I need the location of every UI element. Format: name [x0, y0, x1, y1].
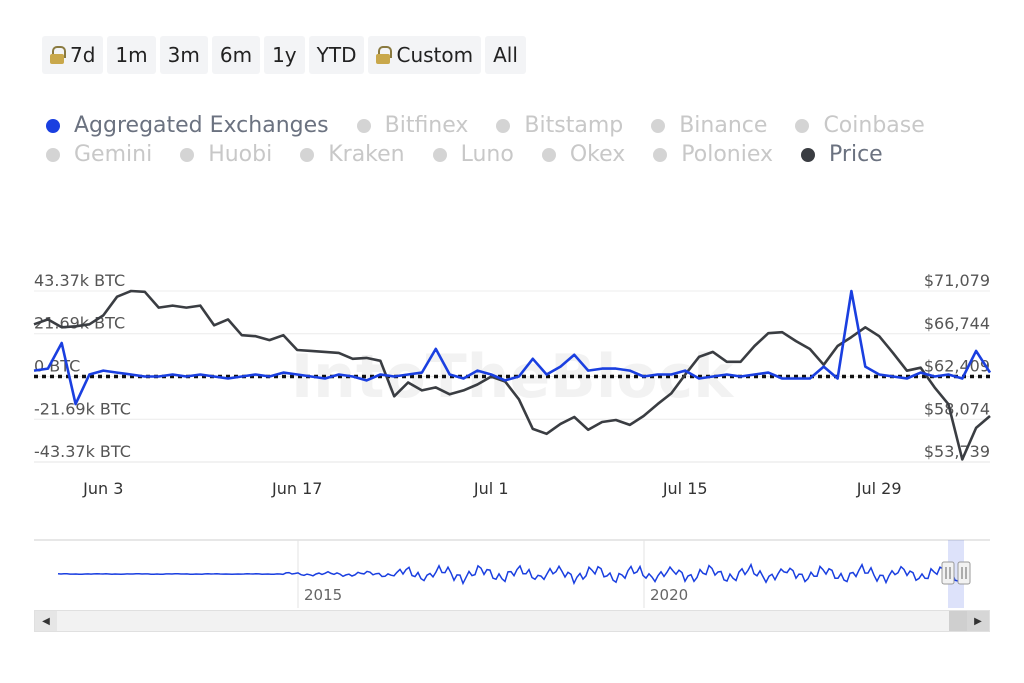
legend-label: Bitfinex	[384, 113, 469, 138]
legend-dot-icon	[795, 118, 810, 133]
left-tick-label: 21.69k BTC	[34, 314, 125, 333]
legend-item-gemini[interactable]: Gemini	[46, 142, 152, 167]
lock-icon	[50, 46, 66, 64]
right-tick-label: $58,074	[924, 399, 990, 418]
left-tick-label: -21.69k BTC	[34, 399, 131, 418]
navigator-scrollbar[interactable]: ◀ ▶	[34, 610, 990, 632]
legend-label: Aggregated Exchanges	[74, 113, 329, 138]
navigator-handle-right[interactable]	[957, 561, 971, 585]
legend-dot-icon	[46, 118, 60, 133]
x-axis: Jun 3 Jun 17 Jul 1 Jul 15 Jul 29	[34, 461, 990, 498]
range-button-label: All	[493, 43, 518, 67]
range-button-label: Custom	[396, 43, 474, 67]
legend-item-kraken[interactable]: Kraken	[300, 142, 405, 167]
range-button-label: 3m	[167, 43, 200, 67]
legend-dot-icon	[801, 147, 816, 162]
legend-dot-icon	[300, 147, 315, 162]
x-tick-label: Jun 17	[271, 479, 322, 498]
range-button-3m[interactable]: 3m	[159, 36, 208, 74]
legend-item-binance[interactable]: Binance	[651, 113, 767, 138]
right-tick-label: $66,744	[924, 314, 990, 333]
legend-label: Coinbase	[823, 113, 925, 138]
left-tick-label: 0 BTC	[34, 357, 80, 376]
legend-label: Binance	[679, 113, 768, 138]
legend-dot-icon	[651, 118, 666, 133]
legend-item-price[interactable]: Price	[801, 142, 883, 167]
legend-label: Poloniex	[681, 142, 774, 167]
legend-dot-icon	[496, 118, 511, 133]
legend-dot-icon	[46, 147, 60, 162]
legend-item-coinbase[interactable]: Coinbase	[795, 113, 925, 138]
legend-item-okex[interactable]: Okex	[541, 142, 626, 167]
navigator-handle-left[interactable]	[941, 561, 955, 585]
chart-legend: Aggregated Exchanges Bitfinex Bitstamp Bina…	[46, 113, 946, 167]
right-tick-label: $62,409	[924, 357, 990, 376]
navigator-selected-range[interactable]	[948, 540, 964, 608]
legend-label: Bitstamp	[524, 113, 624, 138]
legend-item-poloniex[interactable]: Poloniex	[653, 142, 773, 167]
lock-icon	[376, 46, 393, 64]
legend-item-bitstamp[interactable]: Bitstamp	[496, 113, 623, 138]
legend-item-huobi[interactable]: Huobi	[180, 142, 272, 167]
legend-label: Huobi	[208, 142, 273, 167]
legend-label: Kraken	[328, 142, 405, 167]
legend-label: Gemini	[74, 142, 153, 167]
range-button-7d[interactable]: 7d	[42, 36, 104, 74]
navigator-label-2015: 2015	[304, 586, 342, 604]
legend-dot-icon	[432, 147, 447, 162]
x-tick-label: Jun 3	[82, 479, 123, 498]
scrollbar-thumb[interactable]	[949, 611, 967, 631]
x-tick-label: Jul 1	[473, 479, 509, 498]
left-tick-label: -43.37k BTC	[34, 442, 131, 461]
navigator[interactable]: 2015 2020	[0, 530, 1024, 610]
range-button-label: 6m	[219, 43, 253, 67]
legend-dot-icon	[356, 118, 371, 133]
right-axis: $71,079 $66,744 $62,409 $58,074 $53,739	[924, 271, 990, 461]
range-button-label: 7d	[70, 43, 96, 67]
legend-dot-icon	[541, 147, 556, 162]
series-line-aggregated-exchanges	[33, 289, 992, 406]
range-button-custom[interactable]: Custom	[368, 36, 482, 74]
left-tick-label: 43.37k BTC	[34, 271, 125, 290]
range-button-label: YTD	[316, 43, 357, 67]
navigator-series-line	[57, 562, 959, 586]
legend-item-luno[interactable]: Luno	[432, 142, 514, 167]
legend-label: Okex	[569, 142, 626, 167]
right-tick-label: $53,739	[924, 442, 990, 461]
range-button-1m[interactable]: 1m	[107, 36, 156, 74]
range-button-1y[interactable]: 1y	[264, 36, 305, 74]
scroll-right-arrow-icon[interactable]: ▶	[967, 611, 989, 631]
right-tick-label: $71,079	[924, 271, 990, 290]
range-selector: 7d 1m 3m 6m 1y YTD Custom All	[42, 36, 526, 74]
range-button-label: 1m	[115, 43, 148, 67]
range-button-6m[interactable]: 6m	[211, 36, 261, 74]
legend-label: Price	[829, 142, 883, 167]
legend-dot-icon	[653, 147, 668, 162]
legend-item-bitfinex[interactable]: Bitfinex	[356, 113, 469, 138]
series-line-price	[33, 289, 991, 461]
range-button-all[interactable]: All	[485, 36, 526, 74]
x-tick-label: Jul 29	[856, 479, 902, 498]
scroll-left-arrow-icon[interactable]: ◀	[35, 611, 57, 631]
navigator-label-2020: 2020	[650, 586, 688, 604]
range-button-ytd[interactable]: YTD	[308, 36, 365, 74]
legend-dot-icon	[180, 147, 195, 162]
legend-item-aggregated-exchanges[interactable]: Aggregated Exchanges	[46, 113, 329, 138]
x-tick-label: Jul 15	[662, 479, 708, 498]
range-button-label: 1y	[272, 43, 297, 67]
legend-label: Luno	[460, 142, 514, 167]
